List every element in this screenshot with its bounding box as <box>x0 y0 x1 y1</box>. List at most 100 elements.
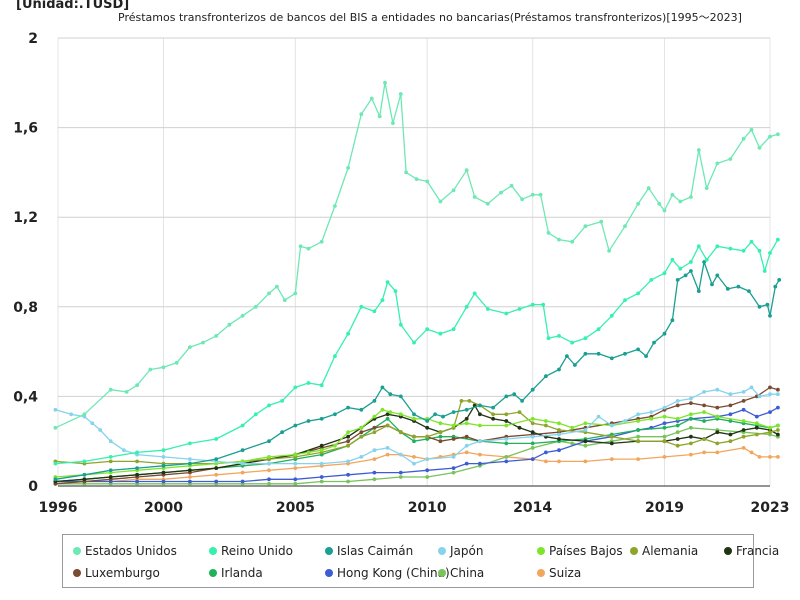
x-tick-label: 1996 <box>39 500 78 516</box>
data-point <box>741 136 746 141</box>
data-point <box>623 298 627 302</box>
data-point <box>517 425 522 430</box>
data-point <box>530 457 535 461</box>
data-point <box>398 412 403 417</box>
data-point <box>670 257 675 262</box>
data-point <box>438 421 443 426</box>
data-point <box>425 468 430 473</box>
legend-item[interactable]: Islas Caimán <box>325 544 413 558</box>
data-point <box>696 148 701 152</box>
data-point <box>776 405 780 410</box>
data-point <box>148 367 153 372</box>
data-point <box>346 430 350 435</box>
data-point <box>689 434 693 439</box>
legend-label: Luxemburgo <box>85 566 160 580</box>
data-point <box>188 441 192 446</box>
data-point <box>509 183 514 188</box>
data-point <box>754 421 759 426</box>
data-point <box>372 457 377 461</box>
data-point <box>108 439 113 444</box>
data-point <box>385 412 390 417</box>
data-point <box>583 224 588 229</box>
data-point <box>280 430 284 435</box>
data-point <box>662 421 667 426</box>
data-point <box>657 201 662 206</box>
legend-marker <box>325 547 333 555</box>
data-point <box>464 416 469 421</box>
data-point <box>546 231 551 235</box>
data-point <box>662 414 667 419</box>
data-point <box>433 412 437 417</box>
data-point <box>570 340 575 345</box>
legend-marker <box>209 569 217 577</box>
data-point <box>776 387 780 392</box>
data-point <box>609 423 614 428</box>
data-point <box>359 430 364 435</box>
data-point <box>319 416 324 421</box>
data-point <box>512 392 517 397</box>
data-point <box>765 302 770 307</box>
data-point <box>747 289 751 293</box>
data-point <box>214 466 219 470</box>
data-point <box>517 307 522 311</box>
data-point <box>741 428 746 432</box>
unit-label: [Unidad:.TUSD] <box>16 0 130 12</box>
legend-item[interactable]: Francia <box>724 544 779 558</box>
data-point <box>768 134 772 139</box>
data-point <box>768 251 772 255</box>
data-point <box>108 459 113 464</box>
data-point <box>161 365 166 370</box>
legend-item[interactable]: Luxemburgo <box>73 566 160 580</box>
x-tick-label: 2005 <box>276 500 315 516</box>
data-point <box>425 419 430 423</box>
data-point <box>670 192 675 197</box>
data-point <box>412 416 416 421</box>
data-point <box>333 443 337 448</box>
data-point <box>517 410 522 414</box>
data-point <box>135 459 140 464</box>
data-point <box>675 437 680 441</box>
data-point <box>715 414 720 419</box>
data-point <box>359 112 364 117</box>
legend-item[interactable]: Países Bajos <box>537 544 623 558</box>
data-point <box>293 452 298 457</box>
data-point <box>82 412 87 417</box>
data-point <box>773 284 778 289</box>
legend-item[interactable]: Hong Kong (China) <box>325 566 450 580</box>
data-point <box>451 423 456 428</box>
data-point <box>464 434 469 439</box>
data-point <box>383 80 387 85</box>
legend-item[interactable]: China <box>438 566 484 580</box>
legend-item[interactable]: Suiza <box>537 566 581 580</box>
legend-label: Países Bajos <box>549 544 623 558</box>
legend-item[interactable]: Estados Unidos <box>73 544 177 558</box>
y-tick-label: 0,8 <box>13 300 38 316</box>
legend-item[interactable]: Japón <box>438 544 483 558</box>
data-point <box>678 199 683 204</box>
data-point <box>741 434 746 439</box>
data-point <box>319 448 324 453</box>
data-point <box>464 461 469 466</box>
data-point <box>253 412 258 417</box>
legend-item[interactable]: Alemania <box>630 544 698 558</box>
data-point <box>623 419 627 423</box>
data-point <box>333 412 337 417</box>
data-point <box>108 387 113 392</box>
data-point <box>715 273 720 278</box>
legend-item[interactable]: Irlanda <box>209 566 263 580</box>
data-point <box>541 302 546 307</box>
data-point <box>380 407 385 412</box>
data-point <box>267 455 271 459</box>
data-point <box>414 177 419 182</box>
data-point <box>689 195 693 199</box>
data-point <box>728 432 733 437</box>
legend-item[interactable]: Reino Unido <box>209 544 293 558</box>
data-point <box>702 260 706 264</box>
data-point <box>346 166 350 170</box>
legend-label: Reino Unido <box>221 544 293 558</box>
data-point <box>69 412 74 417</box>
data-point <box>689 260 693 264</box>
data-point <box>188 468 192 473</box>
data-point <box>728 412 733 417</box>
legend-marker <box>724 547 732 555</box>
